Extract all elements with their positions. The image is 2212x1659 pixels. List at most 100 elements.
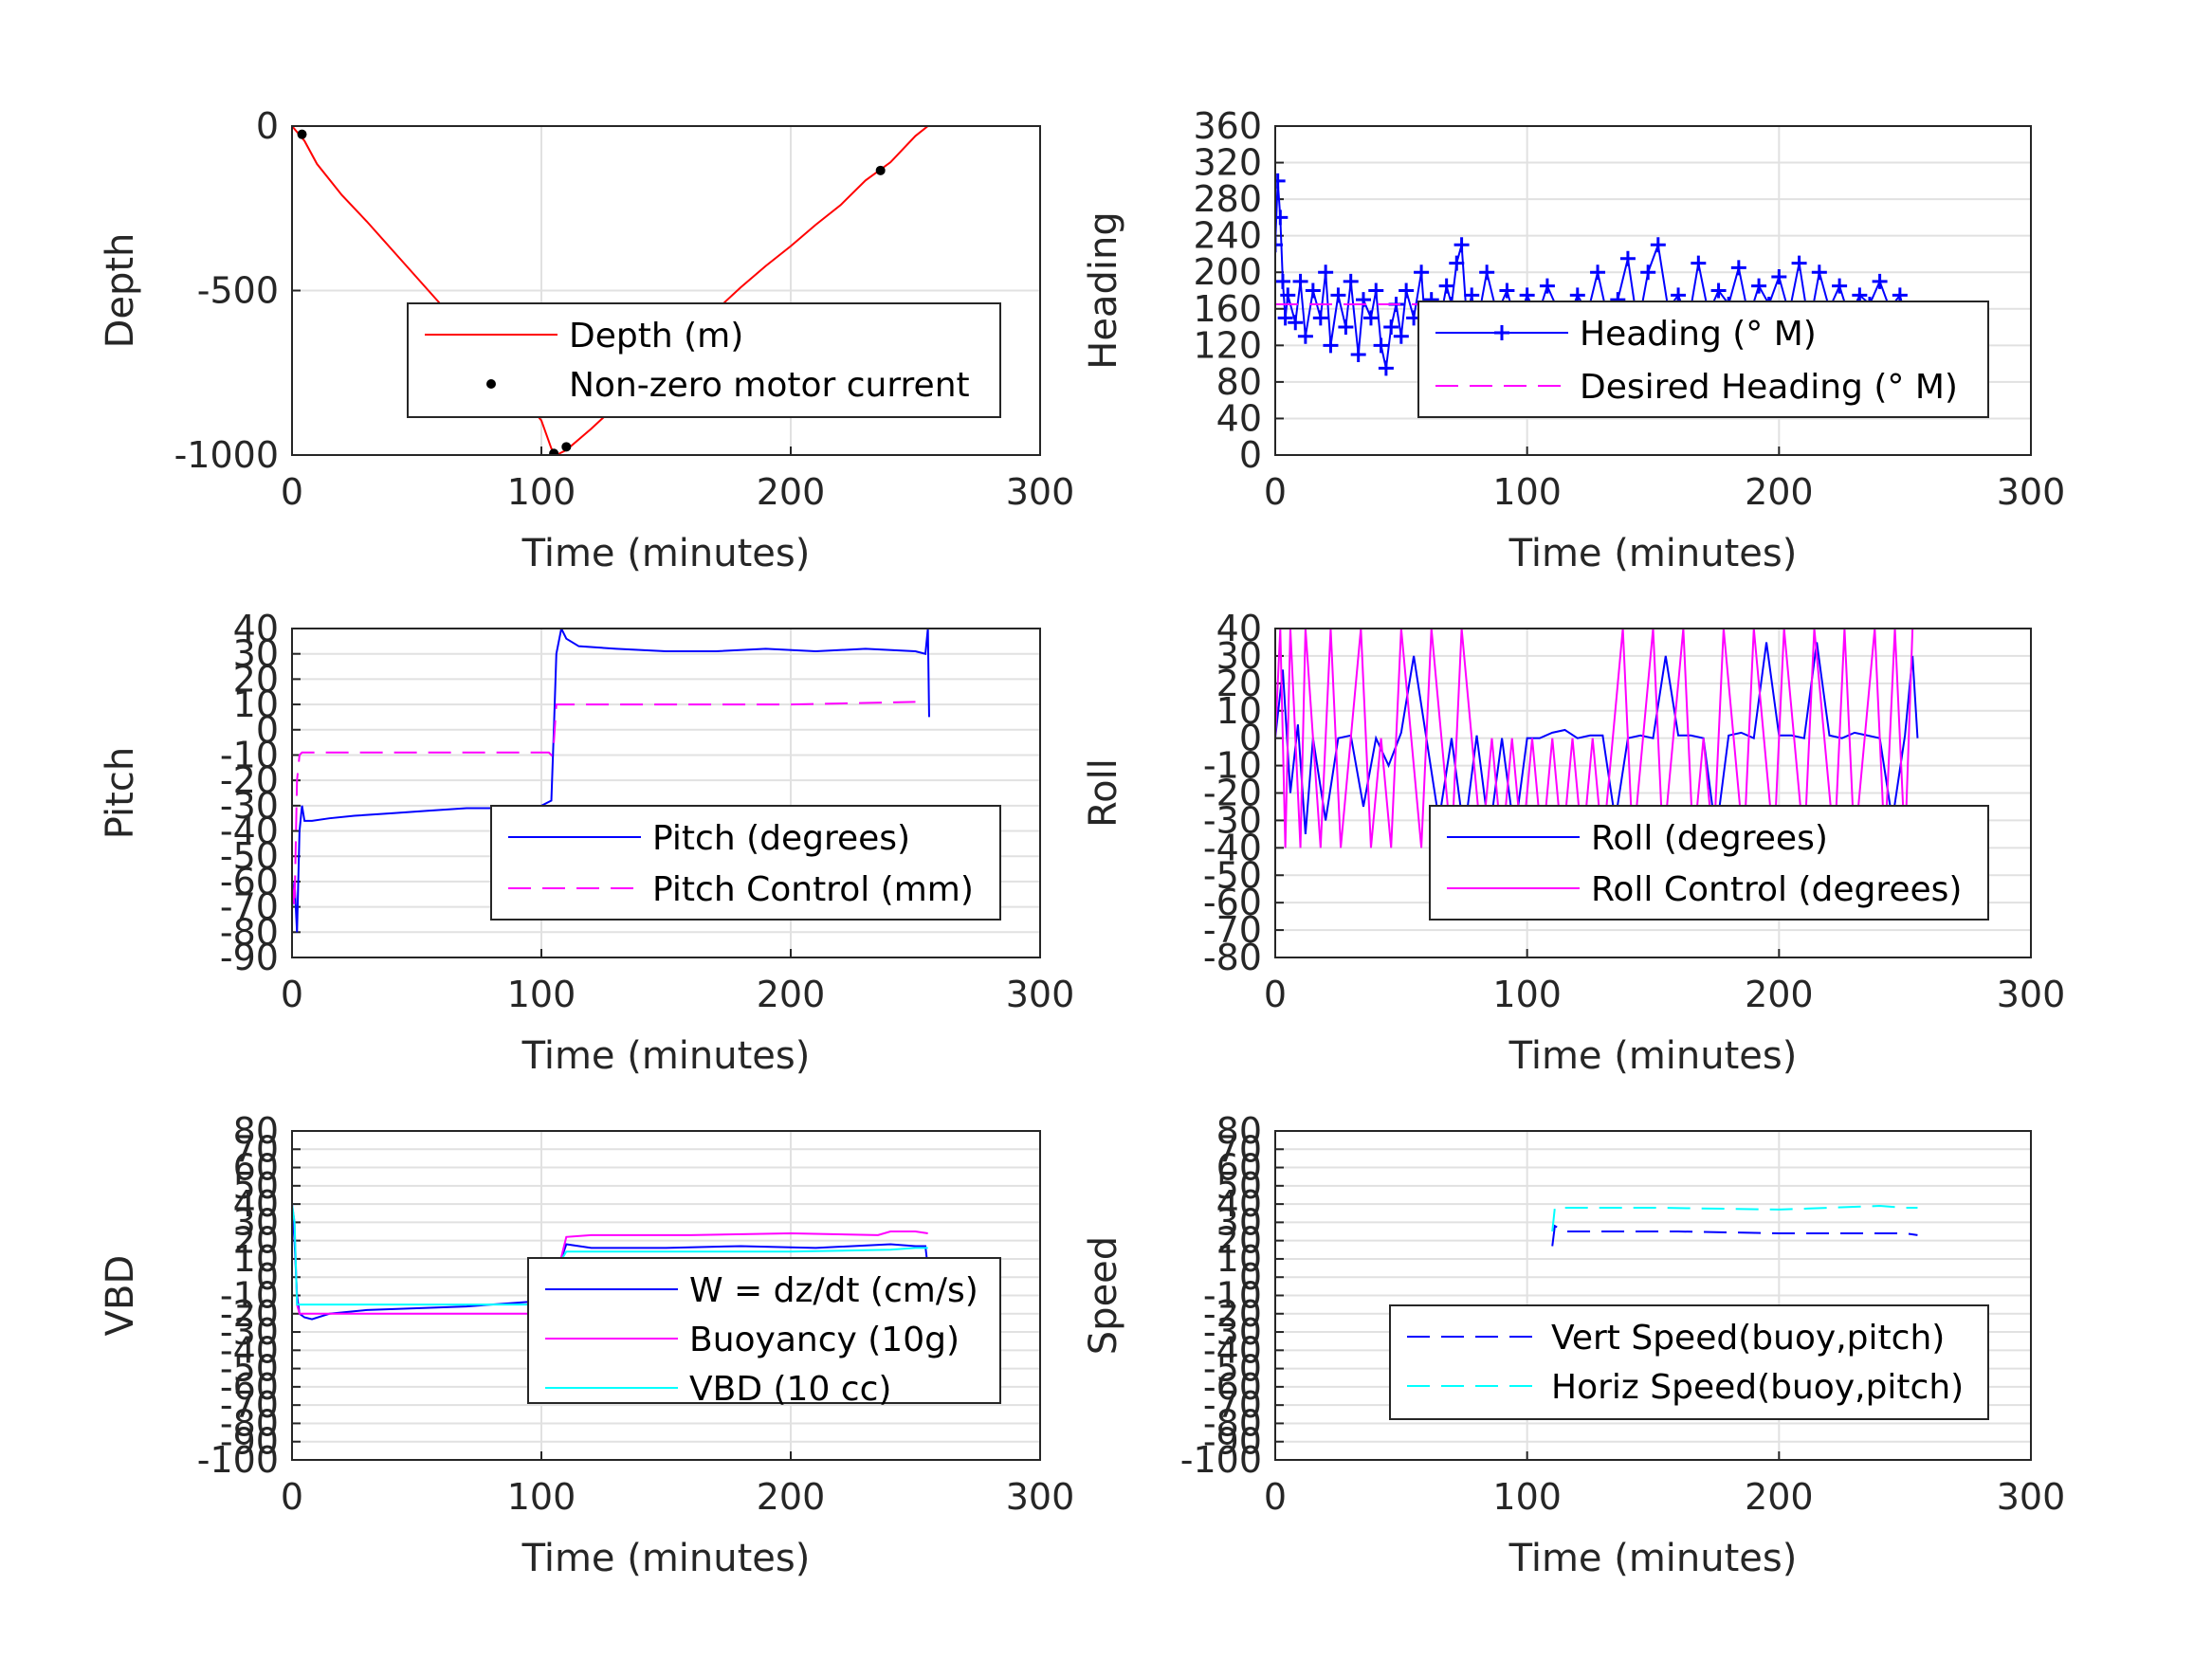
y-tick-label: 0 [1239, 434, 1262, 476]
y-tick-label: 30 [1216, 635, 1262, 677]
data-marker [1569, 287, 1585, 303]
y-tick-label: -40 [1203, 827, 1262, 868]
y-tick-label: 20 [233, 1220, 279, 1262]
x-tick-label: 0 [1264, 1476, 1287, 1518]
legend-box [1389, 1304, 1989, 1420]
x-tick-label: 100 [1492, 471, 1562, 513]
y-tick-label: -60 [220, 861, 279, 902]
legend-box [1417, 301, 1989, 418]
data-marker [1710, 283, 1727, 299]
y-axis-label: VBD [99, 1255, 142, 1337]
data-point [875, 165, 886, 175]
x-axis-label: Time (minutes) [1508, 1537, 1798, 1580]
data-marker [1378, 360, 1394, 376]
data-marker [1323, 337, 1339, 354]
y-tick-label: 280 [1193, 178, 1262, 220]
y-tick-label: 320 [1193, 142, 1262, 184]
y-tick-label: -70 [1203, 909, 1262, 951]
data-marker [1771, 269, 1787, 285]
y-tick-label: 200 [1193, 251, 1262, 293]
legend-heading: Heading (° M) Desired Heading (° M) [1417, 301, 1989, 418]
y-tick-label: -100 [1180, 1439, 1262, 1481]
x-tick-label: 0 [281, 471, 303, 513]
data-marker [1393, 328, 1409, 344]
y-tick-label: 0 [256, 709, 279, 751]
y-tick-label: -80 [1203, 937, 1262, 978]
y-tick-label: 60 [1216, 1147, 1262, 1189]
x-tick-label: 100 [507, 974, 576, 1015]
y-tick-label: -500 [197, 270, 279, 312]
axes-box [1274, 1130, 2032, 1461]
data-marker [1305, 283, 1321, 299]
legend-swatch [486, 379, 496, 389]
data-marker [1373, 337, 1389, 354]
x-tick-label: 200 [1745, 471, 1814, 513]
series-roll-0 [1275, 642, 1919, 835]
x-axis-label: Time (minutes) [521, 532, 811, 575]
data-marker [1730, 260, 1746, 276]
legend-pitch: Pitch (degrees) Pitch Control (mm) [490, 805, 1001, 921]
y-tick-label: -30 [1203, 1311, 1262, 1353]
series-speed-1 [1551, 1205, 1918, 1232]
x-tick-label: 0 [281, 974, 303, 1015]
legend-label: Pitch (degrees) [652, 819, 910, 858]
y-tick-label: -10 [1203, 1275, 1262, 1317]
axes-box [291, 628, 1041, 958]
x-tick-label: 200 [757, 974, 826, 1015]
x-tick-label: 100 [1492, 1476, 1562, 1518]
series-vbd-1 [292, 1203, 928, 1315]
y-tick-label: -100 [197, 1439, 279, 1481]
y-axis-label: Heading [1082, 211, 1125, 369]
y-tick-label: 40 [233, 608, 279, 649]
data-marker [1872, 273, 1888, 289]
data-marker [1811, 264, 1827, 281]
y-tick-label: 40 [1216, 1183, 1262, 1225]
data-marker [1751, 278, 1767, 294]
y-tick-label: 360 [1193, 105, 1262, 147]
legend-depth: Depth (m) Non-zero motor current [407, 302, 1001, 418]
legend-box [490, 805, 1001, 921]
chart-speed: 0 100 200 30080706050403020100-10-20-30-40-… [1082, 1110, 2065, 1580]
legend-label: Roll (degrees) [1591, 819, 1828, 858]
data-marker [1277, 310, 1293, 326]
y-tick-label: 60 [233, 1147, 279, 1189]
y-tick-label: 80 [1216, 361, 1262, 403]
data-marker [1852, 287, 1868, 303]
data-marker [1318, 264, 1334, 281]
y-tick-label: 20 [233, 658, 279, 700]
y-tick-label: -60 [1203, 1366, 1262, 1408]
data-marker [1330, 287, 1346, 303]
legend-label: W = dz/dt (cm/s) [689, 1271, 978, 1310]
data-marker [1640, 264, 1656, 281]
axes-box [291, 125, 1041, 456]
data-marker [1414, 264, 1430, 281]
x-tick-label: 300 [1997, 974, 2066, 1015]
data-marker [1398, 283, 1415, 299]
y-tick-label: -10 [1203, 745, 1262, 787]
chart-roll: 0 100 200 300403020100-10-20-30-40-50-60-70… [1082, 608, 2065, 1078]
y-tick-label: 0 [1239, 1256, 1262, 1298]
data-marker [1275, 173, 1286, 189]
chart-heading: 0 100 200 30004080120160200240280320360Time… [1082, 105, 2065, 575]
y-tick-label: -50 [220, 835, 279, 877]
data-marker [1297, 328, 1313, 344]
y-tick-label: -10 [220, 1275, 279, 1317]
legend-label: Pitch Control (mm) [652, 870, 974, 909]
y-tick-label: -50 [1203, 1348, 1262, 1390]
y-tick-label: 0 [256, 105, 279, 147]
x-tick-label: 100 [507, 1476, 576, 1518]
series-depth-0 [292, 126, 929, 455]
data-marker [1383, 319, 1399, 336]
x-axis-label: Time (minutes) [1508, 1034, 1798, 1078]
y-tick-label: -90 [220, 1421, 279, 1463]
y-tick-label: -20 [1203, 773, 1262, 814]
y-tick-label: -80 [1203, 1402, 1262, 1444]
legend-label: Desired Heading (° M) [1580, 368, 1958, 407]
y-tick-label: -70 [1203, 1384, 1262, 1426]
x-tick-label: 300 [1006, 471, 1075, 513]
y-tick-label: -30 [220, 785, 279, 827]
chart-pitch: 0 100 200 300403020100-10-20-30-40-50-60-70… [99, 608, 1074, 1078]
data-marker [1438, 278, 1454, 294]
y-tick-label: 70 [233, 1128, 279, 1170]
data-marker [1590, 264, 1606, 281]
